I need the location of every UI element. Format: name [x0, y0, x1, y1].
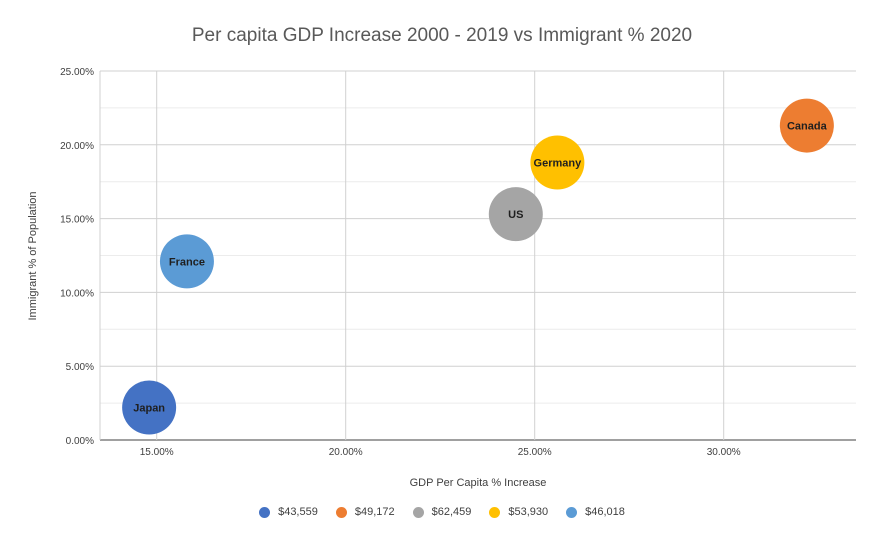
x-tick-label: 25.00%	[518, 447, 552, 458]
y-tick-label: 10.00%	[60, 288, 94, 299]
legend-swatch	[412, 506, 424, 518]
y-axis-title: Immigrant % of Population	[27, 191, 39, 320]
legend-item: $43,559	[259, 506, 318, 518]
bubble-japan	[122, 380, 177, 435]
y-tick-label: 20.00%	[60, 141, 94, 152]
legend-swatch	[259, 506, 271, 518]
y-tick-label: 25.00%	[60, 67, 94, 78]
x-tick-label: 20.00%	[329, 447, 363, 458]
bubble-france	[159, 234, 214, 289]
legend-swatch	[489, 506, 501, 518]
x-tick-label: 15.00%	[140, 447, 174, 458]
chart-title: Per capita GDP Increase 2000 - 2019 vs I…	[191, 25, 693, 46]
legend-item: $53,930	[489, 506, 548, 518]
bubble-germany	[530, 135, 585, 190]
legend-item: $62,459	[412, 506, 472, 518]
legend-label: $62,459	[431, 506, 472, 518]
bubble-label-us: US	[508, 209, 523, 221]
legend-label: $43,559	[278, 506, 318, 518]
y-tick-label: 0.00%	[66, 436, 94, 447]
legend-swatch	[566, 506, 578, 518]
y-tick-label: 15.00%	[60, 215, 94, 226]
bubble-label-japan: Japan	[133, 403, 165, 415]
legend-label: $49,172	[354, 506, 395, 518]
x-axis-title: GDP Per Capita % Increase	[410, 477, 547, 489]
bubble-label-canada: Canada	[787, 121, 828, 133]
bubble-us	[488, 187, 543, 242]
legend-label: $53,930	[508, 506, 549, 518]
legend-label: $46,018	[585, 506, 625, 518]
bubble-canada	[779, 98, 834, 153]
legend-item: $49,172	[335, 506, 395, 518]
x-tick-label: 30.00%	[707, 447, 741, 458]
chart-legend: $43,559 $49,172 $62,459 $53,930 $46,018	[0, 506, 884, 518]
bubble-label-france: France	[169, 256, 205, 268]
legend-item: $46,018	[566, 506, 625, 518]
bubble-label-germany: Germany	[534, 158, 583, 170]
y-tick-label: 5.00%	[66, 362, 94, 373]
legend-swatch	[335, 506, 347, 518]
